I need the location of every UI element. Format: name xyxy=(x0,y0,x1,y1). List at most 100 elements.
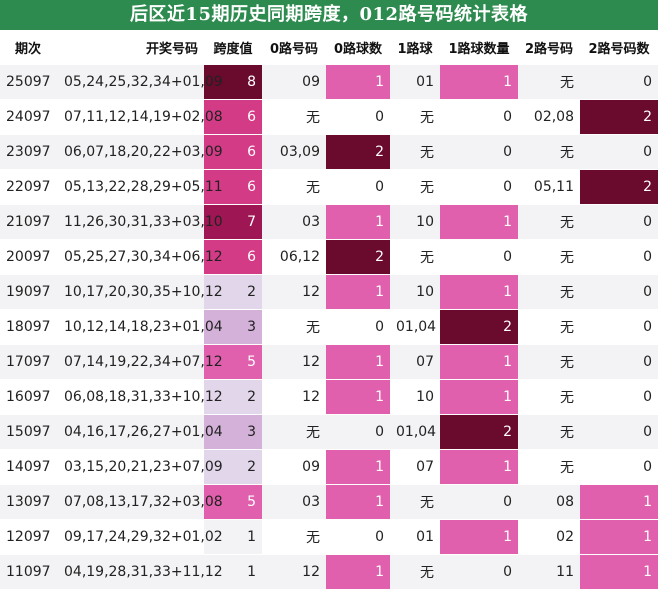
cell-route0-count: 1 xyxy=(326,380,390,415)
cell-route1-balls: 01 xyxy=(390,520,440,555)
cell-route2-count: 2 xyxy=(580,100,658,135)
cell-route0-numbers: 06,12 xyxy=(262,240,326,275)
cell-draw-numbers: 07,08,13,17,32+03,08 xyxy=(56,485,204,520)
cell-route0-numbers: 12 xyxy=(262,555,326,589)
cell-route0-count: 1 xyxy=(326,275,390,310)
cell-route2-numbers: 05,11 xyxy=(518,170,580,205)
cell-route2-numbers: 无 xyxy=(518,205,580,240)
cell-route1-balls: 无 xyxy=(390,555,440,589)
cell-issue: 17097 xyxy=(0,345,56,380)
cell-route0-numbers: 12 xyxy=(262,345,326,380)
cell-issue: 14097 xyxy=(0,450,56,485)
header-route2-numbers: 2路号码 xyxy=(518,30,580,65)
cell-route2-numbers: 无 xyxy=(518,275,580,310)
cell-route0-count: 1 xyxy=(326,65,390,100)
cell-route1-count: 1 xyxy=(440,275,518,310)
cell-route0-numbers: 03,09 xyxy=(262,135,326,170)
header-draw-numbers: 开奖号码 xyxy=(56,30,204,65)
cell-route1-balls: 10 xyxy=(390,205,440,240)
cell-route0-numbers: 无 xyxy=(262,170,326,205)
cell-route2-numbers: 11 xyxy=(518,555,580,589)
cell-draw-numbers: 03,15,20,21,23+07,09 xyxy=(56,450,204,485)
cell-route2-count: 1 xyxy=(580,520,658,555)
cell-route0-count: 0 xyxy=(326,170,390,205)
cell-draw-numbers: 07,14,19,22,34+07,12 xyxy=(56,345,204,380)
cell-issue: 21097 xyxy=(0,205,56,240)
cell-route1-balls: 无 xyxy=(390,170,440,205)
cell-draw-numbers: 05,24,25,32,34+01,09 xyxy=(56,65,204,100)
cell-route2-numbers: 08 xyxy=(518,485,580,520)
cell-route1-count: 1 xyxy=(440,345,518,380)
header-route1-balls: 1路球 xyxy=(390,30,440,65)
cell-route0-count: 0 xyxy=(326,310,390,345)
cell-route0-count: 1 xyxy=(326,485,390,520)
cell-route1-balls: 01,04 xyxy=(390,415,440,450)
cell-route2-numbers: 无 xyxy=(518,380,580,415)
cell-route1-count: 1 xyxy=(440,450,518,485)
cell-route0-numbers: 12 xyxy=(262,275,326,310)
header-span: 跨度值 xyxy=(204,30,262,65)
cell-route0-numbers: 03 xyxy=(262,485,326,520)
cell-route0-numbers: 09 xyxy=(262,450,326,485)
cell-route0-numbers: 03 xyxy=(262,205,326,240)
cell-issue: 20097 xyxy=(0,240,56,275)
cell-route2-count: 2 xyxy=(580,170,658,205)
cell-issue: 23097 xyxy=(0,135,56,170)
cell-route1-count: 1 xyxy=(440,205,518,240)
cell-draw-numbers: 05,25,27,30,34+06,12 xyxy=(56,240,204,275)
header-route2-count: 2路号码数 xyxy=(580,30,658,65)
cell-route0-count: 2 xyxy=(326,240,390,275)
cell-issue: 13097 xyxy=(0,485,56,520)
cell-route0-count: 1 xyxy=(326,450,390,485)
cell-route1-balls: 01 xyxy=(390,65,440,100)
cell-route0-count: 0 xyxy=(326,415,390,450)
cell-route1-count: 1 xyxy=(440,520,518,555)
cell-route1-balls: 无 xyxy=(390,485,440,520)
cell-draw-numbers: 04,16,17,26,27+01,04 xyxy=(56,415,204,450)
cell-route0-numbers: 09 xyxy=(262,65,326,100)
header-route0-numbers: 0路号码 xyxy=(262,30,326,65)
cell-issue: 19097 xyxy=(0,275,56,310)
cell-route2-numbers: 无 xyxy=(518,240,580,275)
cell-issue: 25097 xyxy=(0,65,56,100)
cell-route0-count: 2 xyxy=(326,135,390,170)
cell-route2-numbers: 无 xyxy=(518,345,580,380)
cell-route2-count: 1 xyxy=(580,555,658,589)
cell-route1-balls: 01,04 xyxy=(390,310,440,345)
cell-route1-balls: 无 xyxy=(390,240,440,275)
cell-issue: 18097 xyxy=(0,310,56,345)
header-route0-count: 0路球数 xyxy=(326,30,390,65)
cell-draw-numbers: 05,13,22,28,29+05,11 xyxy=(56,170,204,205)
cell-route0-numbers: 无 xyxy=(262,415,326,450)
cell-route1-count: 2 xyxy=(440,310,518,345)
cell-route1-balls: 07 xyxy=(390,450,440,485)
cell-route2-numbers: 无 xyxy=(518,450,580,485)
cell-issue: 16097 xyxy=(0,380,56,415)
cell-route1-count: 1 xyxy=(440,65,518,100)
cell-route0-numbers: 无 xyxy=(262,520,326,555)
cell-draw-numbers: 10,12,14,18,23+01,04 xyxy=(56,310,204,345)
cell-route1-balls: 07 xyxy=(390,345,440,380)
cell-route1-count: 0 xyxy=(440,240,518,275)
cell-route1-balls: 10 xyxy=(390,380,440,415)
cell-draw-numbers: 06,07,18,20,22+03,09 xyxy=(56,135,204,170)
cell-route2-count: 0 xyxy=(580,345,658,380)
cell-route1-count: 0 xyxy=(440,555,518,589)
cell-route2-count: 0 xyxy=(580,205,658,240)
header-issue: 期次 xyxy=(0,30,56,65)
cell-draw-numbers: 07,11,12,14,19+02,08 xyxy=(56,100,204,135)
page-title: 后区近15期历史同期跨度，012路号码统计表格 xyxy=(0,0,658,30)
cell-route1-balls: 无 xyxy=(390,135,440,170)
